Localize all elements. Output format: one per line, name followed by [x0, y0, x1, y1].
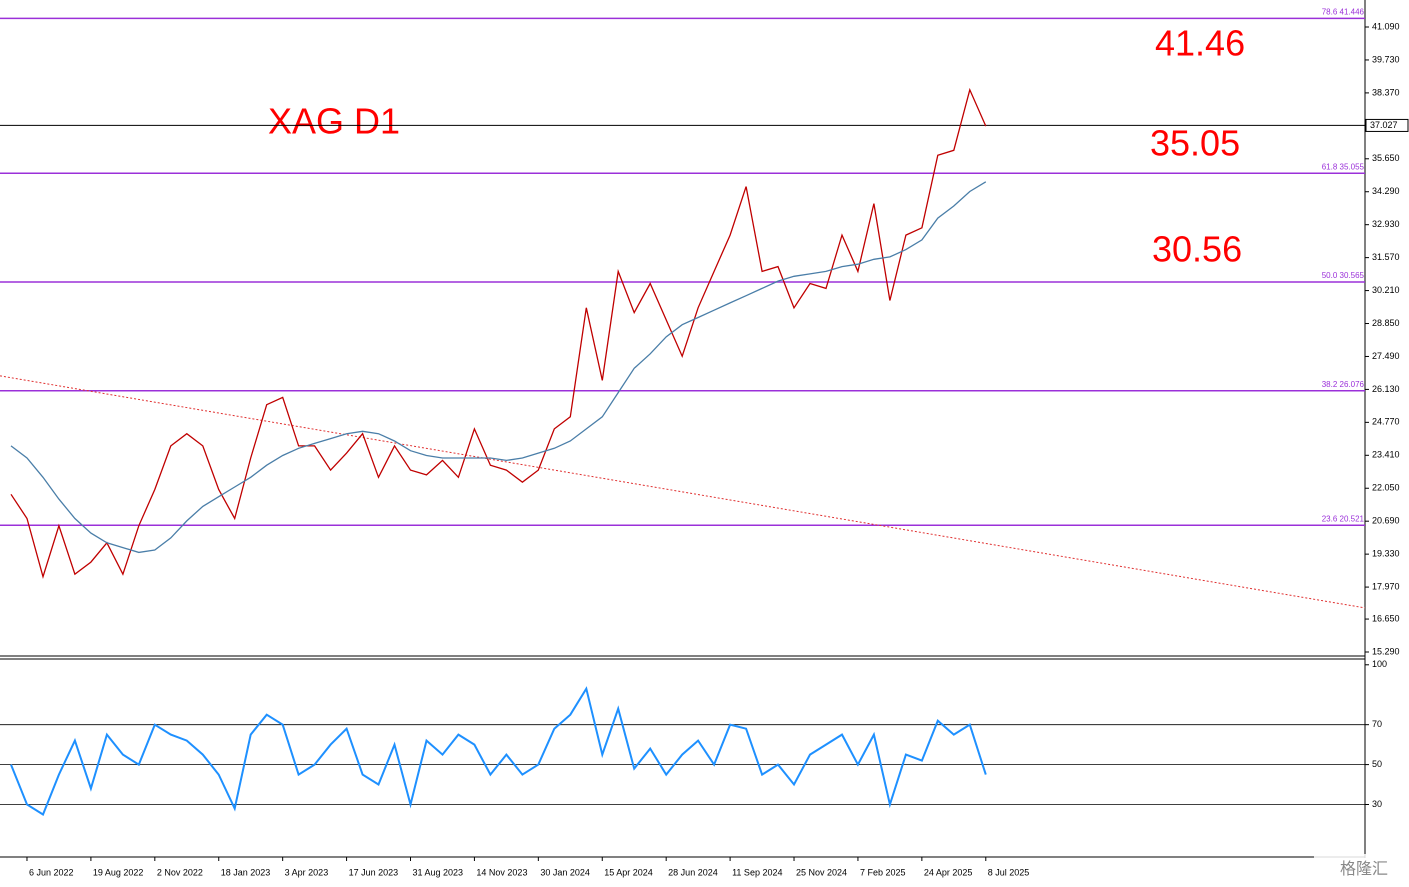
x-tick-label: 3 Apr 2023: [285, 867, 329, 877]
price-tag-label: 37.027: [1370, 120, 1398, 130]
y-tick-label: 20.690: [1372, 516, 1400, 526]
watermark: 格隆汇: [1340, 860, 1388, 878]
y-tick-label: 17.970: [1372, 581, 1400, 591]
price-line: [10, 87, 987, 580]
y-tick-label: 19.330: [1372, 549, 1400, 559]
annotation: 30.56: [1152, 229, 1242, 270]
y-tick-label: 23.410: [1372, 450, 1400, 460]
y-tick-label: 30: [1372, 799, 1382, 809]
x-tick-label: 24 Apr 2025: [924, 867, 973, 877]
y-tick-label: 30.210: [1372, 285, 1400, 295]
x-tick-label: 11 Sep 2024: [732, 867, 782, 877]
x-tick-label: 19 Aug 2022: [93, 867, 144, 877]
annotation: 41.46: [1155, 23, 1245, 64]
annotation: 35.05: [1150, 123, 1240, 164]
price-tag: [1365, 118, 1409, 132]
moving-average: [10, 181, 987, 554]
y-tick-label: 34.290: [1372, 186, 1400, 196]
fib-label: 61.8 35.055: [1322, 162, 1365, 171]
x-tick-label: 8 Jul 2025: [988, 867, 1030, 877]
y-tick-label: 38.370: [1372, 87, 1400, 97]
x-tick-label: 7 Feb 2025: [860, 867, 906, 877]
trendline: [0, 375, 1366, 609]
fib-label: 38.2 26.076: [1322, 380, 1365, 389]
y-tick-label: 50: [1372, 759, 1382, 769]
x-tick-label: 14 Nov 2023: [476, 867, 527, 877]
x-tick-label: 28 Jun 2024: [668, 867, 718, 877]
x-tick-label: 18 Jan 2023: [221, 867, 271, 877]
y-tick-label: 22.050: [1372, 483, 1400, 493]
chart-title: XAG D1: [268, 101, 400, 142]
rsi-line: [10, 686, 987, 816]
x-tick-label: 6 Jun 2022: [29, 867, 74, 877]
y-tick-label: 100: [1372, 659, 1387, 669]
x-tick-label: 30 Jan 2024: [540, 867, 590, 877]
y-tick-label: 26.130: [1372, 384, 1400, 394]
y-tick-label: 24.770: [1372, 417, 1400, 427]
y-tick-label: 28.850: [1372, 318, 1400, 328]
y-tick-label: 16.650: [1372, 613, 1400, 623]
y-tick-label: 39.730: [1372, 54, 1400, 64]
x-tick-label: 17 Jun 2023: [349, 867, 399, 877]
x-tick-label: 2 Nov 2022: [157, 867, 203, 877]
y-tick-label: 41.090: [1372, 21, 1400, 31]
fib-label: 23.6 20.521: [1322, 514, 1365, 523]
y-tick-label: 15.290: [1372, 646, 1400, 656]
watermark-bg: [1314, 854, 1404, 884]
y-tick-label: 35.650: [1372, 153, 1400, 163]
y-tick-label: 70: [1372, 719, 1382, 729]
y-tick-label: 27.490: [1372, 351, 1400, 361]
x-tick-label: 31 Aug 2023: [413, 867, 464, 877]
y-tick-label: 31.570: [1372, 252, 1400, 262]
x-tick-label: 25 Nov 2024: [796, 867, 847, 877]
x-tick-label: 15 Apr 2024: [604, 867, 653, 877]
y-tick-label: 32.930: [1372, 219, 1400, 229]
fib-label: 78.6 41.446: [1322, 7, 1365, 16]
fib-label: 50.0 30.565: [1322, 271, 1365, 280]
